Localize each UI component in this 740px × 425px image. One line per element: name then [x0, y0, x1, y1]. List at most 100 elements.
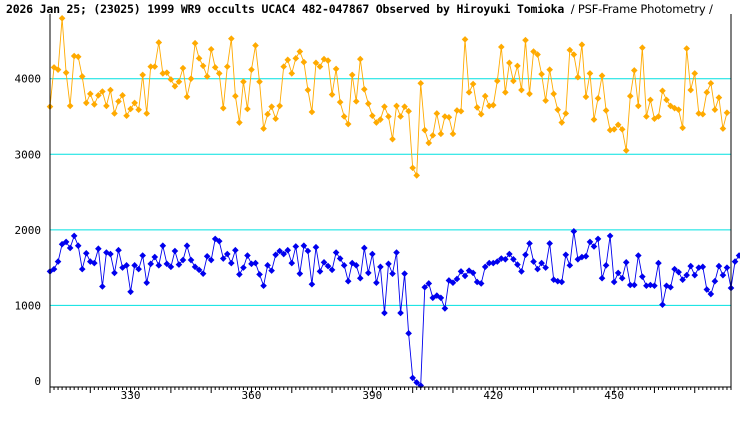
series-0-point-168 [723, 109, 731, 117]
series-0-point-22 [135, 106, 142, 113]
series-1-point-113 [502, 256, 509, 263]
series-0-point-16 [111, 110, 118, 117]
photometry-method-label: / PSF-Frame Photometry / [570, 2, 713, 16]
series-0-point-92 [417, 79, 425, 87]
series-0-point-78 [361, 85, 368, 93]
series-1-point-118 [522, 251, 529, 259]
series-0-point-76 [352, 98, 360, 105]
series-1-point-20 [127, 288, 134, 296]
series-1-point-99 [445, 277, 453, 284]
series-0-point-31 [171, 82, 179, 90]
series-1-point-105 [469, 269, 477, 277]
series-1-point-21 [131, 262, 138, 269]
series-1-point-67 [316, 268, 324, 275]
series-1-point-115 [510, 256, 517, 263]
series-0-point-61 [292, 55, 300, 62]
series-1-point-34 [183, 242, 191, 250]
series-1-point-39 [203, 252, 211, 260]
series-1-point-27 [155, 262, 163, 269]
y-tick-label-2000: 2000 [15, 224, 42, 237]
series-0-point-30 [167, 76, 175, 83]
series-1-point-36 [191, 263, 199, 271]
series-1-point-33 [179, 256, 187, 264]
series-0-point-143 [622, 147, 630, 154]
series-0-point-2 [54, 66, 62, 73]
series-1-point-15 [107, 250, 114, 258]
series-0-point-100 [449, 130, 457, 138]
series-0-point-3 [58, 14, 66, 22]
series-0-point-15 [107, 86, 114, 94]
series-1-point-159 [687, 262, 695, 270]
series-1-point-125 [550, 276, 557, 284]
series-0-point-141 [614, 121, 622, 129]
series-1-point-110 [489, 259, 497, 267]
series-1-point-47 [236, 271, 243, 278]
series-1-point-146 [635, 252, 642, 259]
series-1-point-143 [622, 259, 630, 266]
series-0-point-157 [679, 124, 686, 132]
series-1-point-69 [324, 262, 332, 270]
series-0-point-115 [510, 77, 517, 85]
series-0-point-144 [626, 92, 634, 100]
series-1-point-165 [711, 277, 719, 285]
series-0-point-145 [630, 67, 638, 74]
series-0-point-130 [570, 51, 578, 58]
series-1-point-53 [260, 282, 267, 290]
series-1-point-57 [276, 247, 283, 255]
series-1-point-124 [546, 240, 553, 247]
series-1-point-50 [248, 260, 255, 268]
series-1-point-26 [151, 253, 159, 261]
series-1-point-3 [58, 240, 66, 248]
series-1-point-153 [663, 282, 670, 290]
series-0-point-150 [651, 115, 658, 123]
series-0-point-90 [409, 164, 416, 172]
series-1-point-31 [171, 247, 179, 255]
tick-labels: 330 360 390 420 450 0 1000 2000 3000 4000 [15, 73, 625, 402]
series-1-point-80 [369, 250, 376, 258]
series-0-point-134 [586, 70, 594, 77]
series-0-point-21 [131, 99, 138, 107]
series-1-point-41 [211, 235, 219, 243]
series-0-point-95 [429, 132, 437, 139]
series-0-point-155 [671, 104, 678, 112]
series-1-point-96 [433, 292, 441, 299]
series-0-point-4 [62, 69, 70, 76]
series-0-point-84 [385, 113, 392, 120]
series-0-point-59 [284, 56, 292, 64]
series-0-point-132 [578, 41, 586, 49]
series-1-point-65 [308, 280, 316, 288]
series-0-point-23 [139, 71, 146, 79]
series-0-point-71 [332, 65, 340, 73]
series-0-point-50 [248, 66, 255, 73]
series-1-point-154 [667, 283, 674, 291]
series-1-point-1 [50, 265, 58, 273]
series-1-point-8 [78, 265, 86, 273]
series-1-point-138 [602, 262, 610, 269]
series-1-point-109 [485, 259, 493, 267]
series-0-point-121 [534, 51, 541, 58]
series-1-point-103 [461, 272, 469, 280]
series-0-point-156 [675, 106, 682, 113]
y-tick-label-4000: 4000 [15, 73, 42, 86]
series-1-point-30 [167, 263, 175, 271]
series-0-point-32 [175, 78, 183, 86]
series-0-point-9 [82, 99, 90, 107]
series-1-point-150 [651, 282, 658, 290]
series-0-point-73 [340, 113, 348, 120]
series-1-point-42 [215, 237, 223, 245]
series-1-point-6 [70, 232, 78, 240]
series-0-point-65 [308, 108, 316, 116]
series-1-point-100 [449, 279, 457, 287]
series-0-point-66 [312, 59, 320, 67]
series-1-point-70 [328, 266, 336, 274]
series-1-point-129 [566, 262, 574, 269]
series-1-point-162 [699, 263, 707, 271]
x-tick-label-450: 450 [604, 389, 624, 402]
series-1-point-161 [695, 264, 703, 271]
series-0-point-83 [381, 103, 388, 110]
series-0-point-88 [401, 103, 408, 110]
series-1-point-49 [244, 252, 251, 259]
series-0-point-129 [566, 46, 574, 54]
series-1-point-140 [610, 278, 618, 286]
series-1-point-167 [719, 271, 727, 279]
